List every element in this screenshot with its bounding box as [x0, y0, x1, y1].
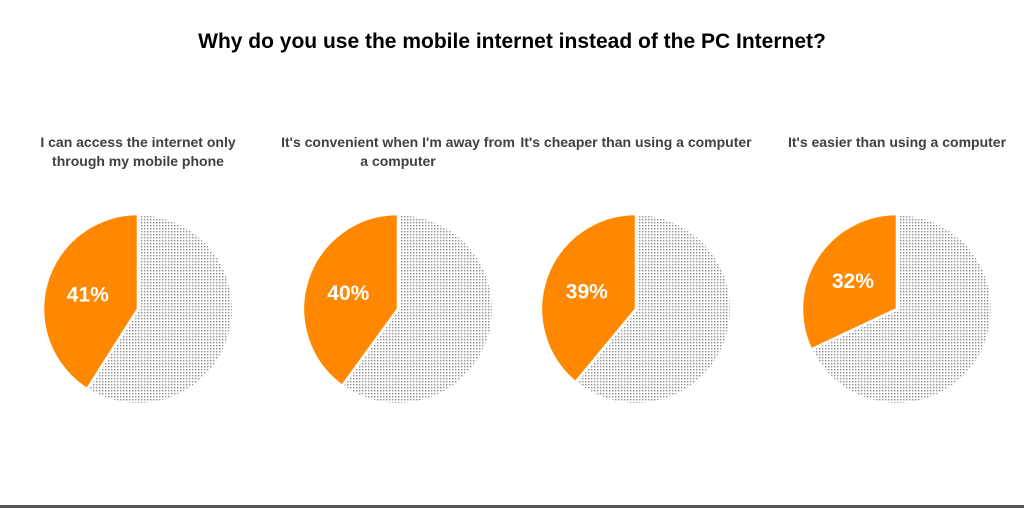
bottom-border [0, 505, 1024, 508]
pie-panel: It's cheaper than using a computer 39% [516, 133, 756, 423]
pie-slice-highlight [41, 212, 140, 391]
pie-panel: I can access the internet only through m… [18, 133, 258, 423]
pie-slice-rest [340, 212, 495, 406]
chart-title: Why do you use the mobile internet inste… [198, 30, 826, 53]
pie-data-label: 40% [327, 282, 369, 305]
pie-slice-rest [809, 212, 994, 406]
pie-slice-rest [85, 212, 235, 406]
pie-panel: It's convenient when I'm away from a com… [278, 133, 518, 423]
pie-title: It's convenient when I'm away from a com… [281, 134, 515, 169]
pie-chart: 40% [301, 212, 495, 406]
pie-slice-highlight [800, 212, 899, 352]
pie-data-label: 39% [566, 280, 608, 303]
pie-title: It's easier than using a computer [787, 134, 1007, 150]
pie-panel: It's easier than using a computer 32% [777, 133, 1017, 423]
pie-chart: 41% [41, 212, 235, 406]
pie-slice-highlight [539, 212, 638, 384]
pie-title: I can access the internet only through m… [40, 134, 236, 169]
pie-data-label: 41% [67, 283, 109, 306]
pie-chart: 39% [539, 212, 733, 406]
pie-slice-rest [573, 212, 733, 406]
pie-title: It's cheaper than using a computer [520, 134, 752, 150]
pie-slice-highlight [301, 212, 400, 388]
pie-data-label: 32% [832, 270, 874, 293]
pie-chart: 32% [800, 212, 994, 406]
